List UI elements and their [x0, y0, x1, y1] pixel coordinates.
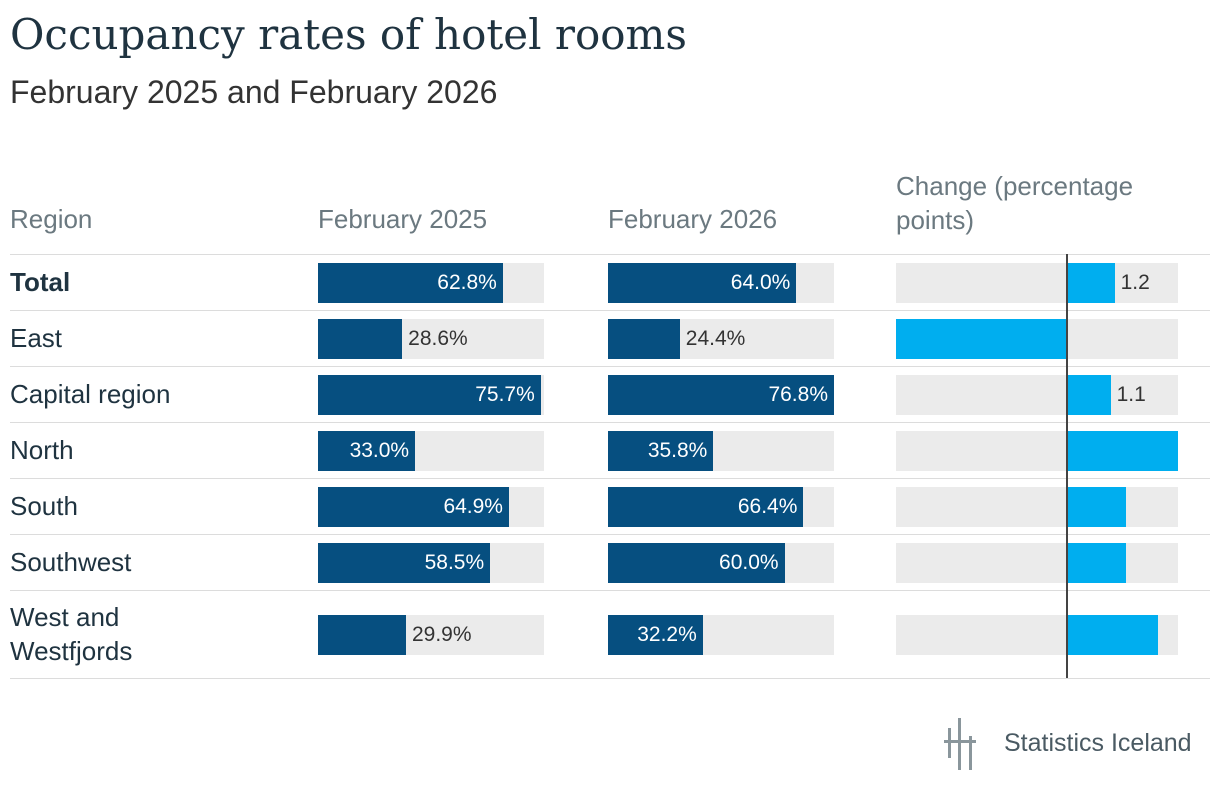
value-label-feb2025-south: 64.9%	[443, 495, 503, 518]
value-label-change-capital-region: 1.1	[1116, 383, 1146, 406]
bar-feb2025-southwest	[318, 543, 491, 583]
region-label-capital-region: Capital region	[10, 379, 171, 409]
bar-feb2025-east	[318, 319, 403, 359]
value-label-feb2026-southwest: 60.0%	[719, 551, 779, 574]
column-header-february-2025: February 2025	[318, 204, 488, 234]
value-label-feb2026-west-and-westfjords: 32.2%	[637, 623, 697, 646]
row-divider	[10, 254, 1210, 255]
chart-title: Occupancy rates of hotel rooms	[10, 10, 687, 59]
row-divider	[10, 534, 1210, 535]
region-label-south: South	[10, 491, 78, 521]
region-label-total: Total	[10, 267, 71, 297]
row-divider	[10, 422, 1210, 423]
region-label-east: East	[10, 323, 63, 353]
bar-change-south	[1067, 487, 1127, 527]
value-label-feb2026-east: 24.4%	[685, 327, 746, 350]
column-header-change-line2: points)	[896, 205, 975, 235]
bar-feb2026-capital-region	[608, 375, 834, 415]
column-header-region: Region	[10, 204, 93, 234]
bar-change-east	[896, 319, 1067, 359]
value-label-change-total: 1.2	[1120, 271, 1150, 294]
region-label-west-and-westfjords: West and Westfjords	[10, 602, 133, 666]
value-label-feb2025-total: 62.8%	[437, 271, 497, 294]
bar-feb2026-total	[608, 263, 797, 303]
value-label-feb2025-north: 33.0%	[349, 439, 410, 462]
column-header-february-2026: February 2026	[608, 204, 778, 234]
bar-feb2025-west-and-westfjords	[318, 615, 406, 655]
value-label-feb2026-capital-region: 76.8%	[768, 383, 828, 406]
bar-feb2025-north	[318, 431, 416, 471]
bar-track-change	[896, 263, 1178, 303]
bar-change-capital-region	[1067, 375, 1111, 415]
bar-track-change	[896, 487, 1178, 527]
bar-feb2026-north	[608, 431, 714, 471]
bar-track-change	[896, 375, 1178, 415]
bar-change-southwest	[1067, 543, 1127, 583]
bar-feb2026-southwest	[608, 543, 785, 583]
row-divider	[10, 590, 1210, 591]
bar-feb2026-south	[608, 487, 804, 527]
bar-feb2025-south	[318, 487, 509, 527]
value-label-feb2026-total: 64.0%	[730, 271, 791, 294]
bar-change-north	[1067, 431, 1178, 471]
bar-feb2026-west-and-westfjords	[608, 615, 703, 655]
value-label-feb2025-west-and-westfjords: 29.9%	[411, 623, 472, 646]
column-header-change: Change (percentage points)	[896, 169, 1133, 237]
bar-track-change	[896, 543, 1178, 583]
row-divider-bottom	[10, 678, 1210, 679]
change-zero-line	[1066, 254, 1068, 678]
statistics-iceland-logo-text: Statistics Iceland	[1004, 729, 1192, 757]
row-divider	[10, 310, 1210, 311]
chart-subtitle: February 2025 and February 2026	[10, 74, 498, 110]
value-label-feb2025-east: 28.6%	[408, 327, 468, 350]
region-label-north: North	[10, 435, 74, 465]
bar-feb2025-capital-region	[318, 375, 541, 415]
row-divider	[10, 478, 1210, 479]
bar-feb2026-east	[608, 319, 680, 359]
column-header-change-line1: Change (percentage	[896, 171, 1134, 201]
bar-change-total	[1067, 263, 1115, 303]
value-label-feb2025-capital-region: 75.7%	[475, 383, 535, 406]
row-divider	[10, 366, 1210, 367]
value-label-feb2026-north: 35.8%	[647, 439, 708, 462]
bar-feb2025-total	[318, 263, 503, 303]
value-label-feb2025-southwest: 58.5%	[424, 551, 485, 574]
value-label-feb2026-south: 66.4%	[737, 495, 798, 518]
region-label-southwest: Southwest	[10, 547, 132, 577]
bar-change-west-and-westfjords	[1067, 615, 1159, 655]
statistics-iceland-logo-icon	[944, 718, 976, 770]
